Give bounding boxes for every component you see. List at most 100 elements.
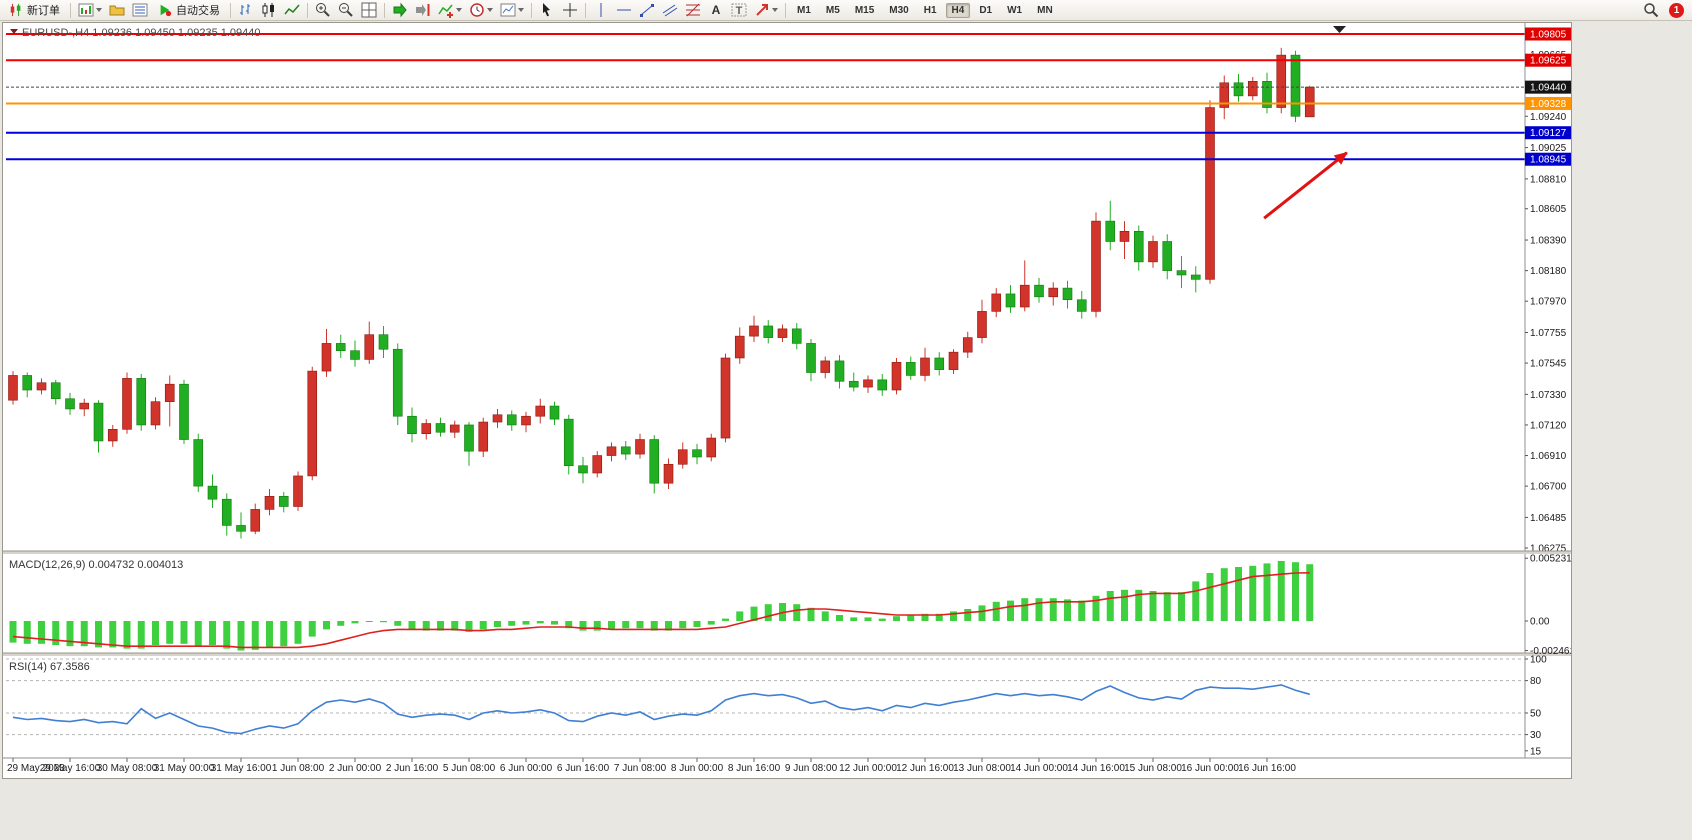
timeframe-button[interactable]: W1 xyxy=(1007,4,1023,16)
panel-divider[interactable] xyxy=(3,653,1571,656)
candle xyxy=(1290,50,1301,123)
timeframe-button[interactable]: M5 xyxy=(825,4,840,16)
chart-shift-marker[interactable] xyxy=(1333,26,1346,33)
price-axis-label: 1.06700 xyxy=(1530,482,1567,493)
macd-histogram-bar xyxy=(1106,591,1114,621)
macd-histogram-bar xyxy=(137,621,145,649)
zoom-in-button[interactable] xyxy=(312,0,334,21)
price-axis-label: 1.07330 xyxy=(1530,390,1567,401)
toolbar-right-group: 1 xyxy=(1640,0,1689,21)
candle xyxy=(506,410,517,431)
autotrade-label: 自动交易 xyxy=(176,5,220,17)
arrows-button[interactable] xyxy=(751,0,781,21)
candle xyxy=(122,372,132,434)
panel-divider[interactable] xyxy=(3,551,1571,554)
candle xyxy=(806,339,816,382)
candle xyxy=(1205,100,1215,284)
macd-histogram-bar xyxy=(622,621,630,629)
crosshair-button[interactable] xyxy=(559,0,581,21)
auto-scroll-button[interactable] xyxy=(389,0,411,21)
macd-histogram-bar xyxy=(1078,600,1086,621)
price-badge: 1.09328 xyxy=(1525,96,1571,110)
macd-histogram-bar xyxy=(836,615,843,621)
market-watch-button[interactable] xyxy=(129,0,151,21)
timeframe-button[interactable]: H1 xyxy=(923,4,937,16)
annotation-arrow[interactable] xyxy=(1263,151,1348,220)
macd-histogram-bar xyxy=(323,621,330,630)
macd-histogram-bar xyxy=(964,609,972,621)
zoom-out-button[interactable] xyxy=(335,0,357,21)
notification-badge[interactable]: 1 xyxy=(1669,2,1684,18)
chevron-down-icon xyxy=(487,8,493,12)
search-button[interactable] xyxy=(1640,0,1662,21)
timeframe-button[interactable]: M15 xyxy=(854,4,875,16)
horizontal-line-button[interactable] xyxy=(613,0,635,21)
svg-text:A: A xyxy=(712,3,721,17)
macd-histogram-bar xyxy=(223,621,231,649)
candle xyxy=(36,378,47,395)
channel-button[interactable] xyxy=(659,0,681,21)
macd-histogram-bar xyxy=(722,618,729,621)
macd-histogram-bar xyxy=(707,621,715,625)
candle xyxy=(663,458,674,490)
autotrade-button[interactable]: 自动交易 xyxy=(152,0,226,21)
macd-histogram-bar xyxy=(23,621,31,644)
macd-histogram-bar xyxy=(1206,573,1214,621)
candles-layer xyxy=(8,47,1315,539)
fibonacci-button[interactable] xyxy=(682,0,704,21)
candle xyxy=(706,433,717,462)
macd-histogram-bar xyxy=(308,621,316,637)
timeframe-button[interactable]: MN xyxy=(1037,4,1053,16)
candle xyxy=(1133,225,1144,271)
candlestick-chart-button[interactable] xyxy=(258,0,280,21)
macd-histogram-bar xyxy=(935,613,943,621)
candle xyxy=(578,456,588,484)
macd-histogram-bar xyxy=(693,621,701,627)
macd-histogram-bar xyxy=(679,621,687,629)
text-button[interactable]: A xyxy=(705,0,727,21)
templates-icon xyxy=(500,2,516,18)
timeframe-button[interactable]: H4 xyxy=(945,2,971,18)
line-chart-button[interactable] xyxy=(281,0,303,21)
macd-histogram-bar xyxy=(465,621,473,632)
candle xyxy=(692,443,702,465)
candle xyxy=(1048,282,1059,306)
candle xyxy=(777,324,788,342)
candle xyxy=(278,491,289,513)
indicators-button[interactable] xyxy=(435,0,465,21)
svg-text:1.09805: 1.09805 xyxy=(1530,30,1567,41)
chart-canvas[interactable]: EURUSD-,H4 1.09236 1.09450 1.09235 1.094… xyxy=(3,23,1571,778)
macd-histogram-bar xyxy=(380,621,387,623)
profiles-button[interactable] xyxy=(106,0,128,21)
cursor-button[interactable] xyxy=(536,0,558,21)
symbol-expander-icon[interactable] xyxy=(10,29,18,34)
macd-histogram-bar xyxy=(764,604,772,621)
macd-histogram-bar xyxy=(522,621,530,625)
timeframe-button[interactable]: M1 xyxy=(797,4,811,16)
macd-histogram-bar xyxy=(907,615,915,621)
price-axis-label: 1.06485 xyxy=(1530,513,1567,524)
timeframe-button[interactable]: M30 xyxy=(889,4,909,16)
price-axis-label: 1.08810 xyxy=(1530,174,1567,185)
chart-shift-icon xyxy=(415,2,431,18)
candle xyxy=(236,512,246,539)
candle xyxy=(763,320,774,344)
bar-chart-button[interactable] xyxy=(235,0,257,21)
text-label-button[interactable]: T xyxy=(728,0,750,21)
templates-button[interactable] xyxy=(497,0,527,21)
candle xyxy=(635,433,645,459)
new-chart-button[interactable] xyxy=(75,0,105,21)
candle xyxy=(435,417,446,437)
new-order-button[interactable]: 新订单 xyxy=(3,0,66,21)
tile-windows-button[interactable] xyxy=(358,0,380,21)
candle xyxy=(407,407,417,443)
macd-histogram-bar xyxy=(451,621,459,631)
candle xyxy=(1005,285,1016,313)
vertical-line-button[interactable] xyxy=(590,0,612,21)
candle xyxy=(1262,72,1272,114)
chart-shift-button[interactable] xyxy=(412,0,434,21)
periods-button[interactable] xyxy=(466,0,496,21)
trendline-button[interactable] xyxy=(636,0,658,21)
timeframe-button[interactable]: D1 xyxy=(979,4,993,16)
svg-text:1.09328: 1.09328 xyxy=(1530,99,1567,110)
